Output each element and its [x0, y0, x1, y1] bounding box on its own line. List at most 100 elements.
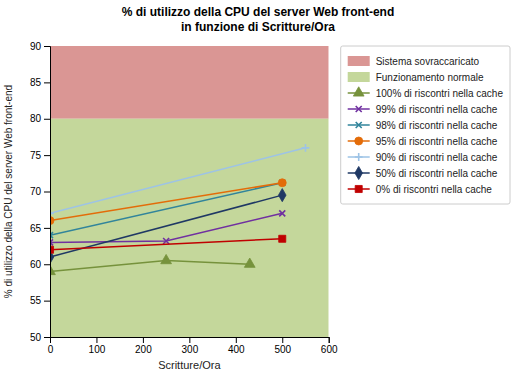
legend-marker	[355, 166, 363, 179]
y-axis-line	[44, 47, 51, 338]
point	[278, 189, 286, 202]
x-tick-label: 0	[48, 344, 54, 355]
y-tick-mark	[44, 46, 50, 47]
legend-swatch	[348, 72, 370, 82]
y-axis-title: % di utilizzo della CPU del server Web f…	[3, 85, 14, 298]
x-tick: 100	[89, 337, 106, 355]
legend-label: 98% di riscontri nella cache	[376, 120, 498, 131]
zone	[50, 46, 329, 119]
legend-label: 95% di riscontri nella cache	[376, 136, 498, 147]
x-axis: 0 100 200 300 400 500 600	[48, 337, 338, 355]
y-tick-label: 90	[30, 41, 42, 52]
x-tick: 0	[48, 337, 54, 355]
legend-item: 99% di riscontri nella cache	[348, 104, 498, 115]
series-line	[50, 261, 250, 272]
legend-item: 95% di riscontri nella cache	[348, 136, 498, 147]
y-tick-label: 65	[30, 223, 42, 234]
chart: % di utilizzo della CPU del server Web f…	[0, 0, 516, 375]
y-tick-mark	[44, 82, 50, 83]
x-tick-label: 400	[228, 344, 245, 355]
y-tick: 50	[30, 332, 50, 343]
x-tick-mark	[189, 337, 190, 343]
y-tick: 75	[30, 150, 50, 161]
y-tick: 70	[30, 186, 50, 197]
x-tick-mark	[236, 337, 237, 343]
point	[302, 144, 310, 152]
y-tick: 80	[30, 113, 50, 124]
legend-label: Sistema sovraccaricato	[376, 56, 480, 67]
legend-item: 90% di riscontri nella cache	[348, 152, 498, 163]
legend-item: Sistema sovraccaricato	[348, 56, 480, 67]
legend-marker	[356, 106, 362, 112]
y-tick-mark	[44, 119, 50, 120]
y-tick-label: 75	[30, 150, 42, 161]
x-tick-label: 500	[274, 344, 291, 355]
y-tick-mark	[44, 192, 50, 193]
x-tick-label: 100	[89, 344, 106, 355]
legend-marker	[355, 185, 362, 192]
y-tick-label: 80	[30, 113, 42, 124]
y-tick: 90	[30, 41, 50, 52]
y-tick-mark	[44, 155, 50, 156]
legend-marker	[356, 122, 362, 128]
x-axis-title: Scritture/Ora	[158, 359, 221, 371]
x-tick-label: 600	[321, 344, 338, 355]
x-tick-label: 300	[182, 344, 199, 355]
series-line	[50, 195, 282, 257]
x-axis-line	[51, 338, 330, 344]
legend-label: 50% di riscontri nella cache	[376, 168, 498, 179]
x-tick-label: 200	[135, 344, 152, 355]
y-tick-label: 55	[30, 295, 42, 306]
point	[161, 254, 172, 263]
y-tick-label: 50	[30, 332, 42, 343]
series-line	[50, 183, 282, 221]
series-line	[50, 239, 282, 250]
point	[279, 210, 285, 216]
legend-swatch	[348, 56, 370, 66]
legend-marker	[353, 87, 364, 96]
point	[244, 258, 255, 267]
point	[163, 238, 169, 244]
y-tick: 65	[30, 223, 50, 234]
legend-item: 0% di riscontri nella cache	[348, 184, 493, 195]
legend-item: 50% di riscontri nella cache	[348, 166, 498, 179]
y-tick-mark	[44, 337, 50, 338]
y-tick-mark	[44, 301, 50, 302]
legend-marker	[355, 137, 363, 145]
y-tick-mark	[44, 264, 50, 265]
series-line	[50, 148, 305, 213]
point	[279, 235, 286, 242]
y-tick: 60	[30, 259, 50, 270]
legend-label: 99% di riscontri nella cache	[376, 104, 498, 115]
legend-label: Funzionamento normale	[376, 72, 484, 83]
x-tick: 200	[135, 337, 152, 355]
x-tick: 600	[321, 337, 338, 355]
y-tick-label: 85	[30, 77, 42, 88]
marks	[50, 46, 329, 337]
x-tick: 500	[274, 337, 291, 355]
y-tick-mark	[44, 228, 50, 229]
series-line	[50, 183, 282, 235]
y-tick-label: 60	[30, 259, 42, 270]
y-axis: 50 55 60 65 70 75 80 85 90	[30, 41, 51, 343]
y-tick-label: 70	[30, 186, 42, 197]
legend: Sistema sovraccaricato Funzionamento norm…	[341, 46, 510, 204]
x-tick: 400	[228, 337, 245, 355]
legend-marker	[355, 153, 363, 161]
x-tick-mark	[143, 337, 144, 343]
point	[278, 179, 286, 187]
y-tick: 85	[30, 77, 50, 88]
zone	[50, 119, 329, 337]
legend-box	[341, 46, 510, 204]
legend-label: 100% di riscontri nella cache	[376, 88, 504, 99]
title: % di utilizzo della CPU del server Web f…	[122, 5, 394, 34]
y-tick: 55	[30, 295, 50, 306]
x-tick-mark	[329, 337, 330, 343]
x-tick: 300	[182, 337, 199, 355]
point	[279, 180, 285, 186]
legend-item: 100% di riscontri nella cache	[348, 87, 504, 99]
legend-item: 98% di riscontri nella cache	[348, 120, 498, 131]
legend-label: 0% di riscontri nella cache	[376, 184, 493, 195]
legend-label: 90% di riscontri nella cache	[376, 152, 498, 163]
x-tick-mark	[282, 337, 283, 343]
